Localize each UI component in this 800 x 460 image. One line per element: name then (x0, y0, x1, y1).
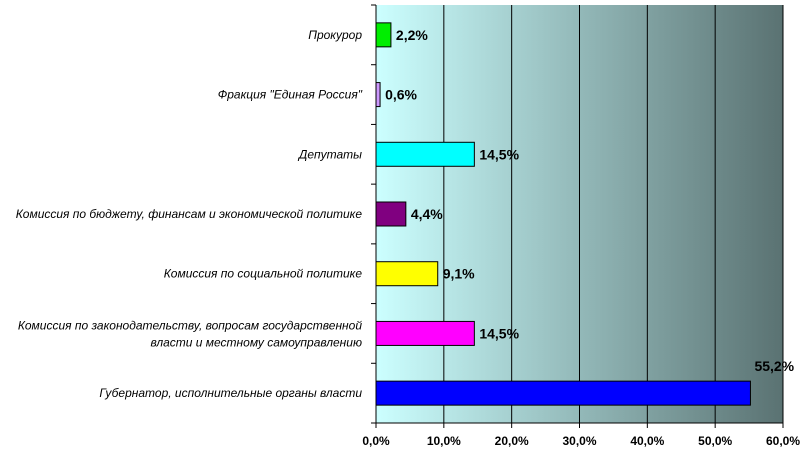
x-tick-label: 10,0% (427, 434, 461, 448)
bar (375, 261, 439, 287)
x-tick-label: 50,0% (698, 434, 732, 448)
bar (375, 141, 475, 167)
category-label: Фракция "Единая Россия" (218, 88, 363, 102)
data-label: 0,6% (385, 87, 417, 103)
bar (375, 201, 407, 227)
data-label: 14,5% (479, 146, 519, 162)
bar (375, 320, 475, 346)
category-label: Комиссия по законодательству, вопросам г… (18, 318, 363, 349)
category-label: Губернатор, исполнительные органы власти (99, 386, 362, 400)
bar (375, 380, 751, 406)
data-label: 2,2% (396, 27, 428, 43)
x-tick-label: 20,0% (495, 434, 529, 448)
data-label: 55,2% (754, 358, 794, 374)
x-tick-label: 0,0% (362, 434, 390, 448)
x-tick-label: 40,0% (630, 434, 664, 448)
category-label: Депутаты (297, 147, 362, 161)
x-tick-label: 30,0% (562, 434, 596, 448)
data-label: 4,4% (411, 206, 443, 222)
bar (375, 22, 392, 48)
x-tick-label: 60,0% (766, 434, 800, 448)
category-label: Комиссия по бюджету, финансам и экономич… (16, 207, 363, 221)
category-label: Комиссия по социальной политике (164, 267, 363, 281)
data-label: 9,1% (443, 266, 475, 282)
bar (375, 82, 381, 108)
category-label: Прокурор (308, 28, 362, 42)
data-label: 14,5% (479, 325, 519, 341)
